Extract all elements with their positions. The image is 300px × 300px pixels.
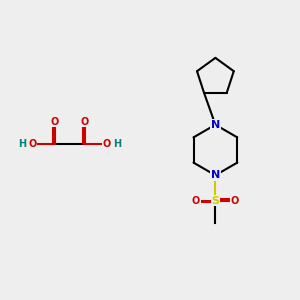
Text: O: O	[51, 117, 59, 127]
Text: O: O	[192, 196, 200, 206]
Text: O: O	[103, 139, 111, 149]
Text: H: H	[113, 139, 122, 149]
Text: N: N	[211, 170, 220, 180]
Text: N: N	[211, 120, 220, 130]
Text: S: S	[212, 196, 219, 206]
Text: O: O	[28, 139, 37, 149]
Text: O: O	[80, 117, 89, 127]
Text: H: H	[18, 139, 26, 149]
Text: O: O	[231, 196, 239, 206]
